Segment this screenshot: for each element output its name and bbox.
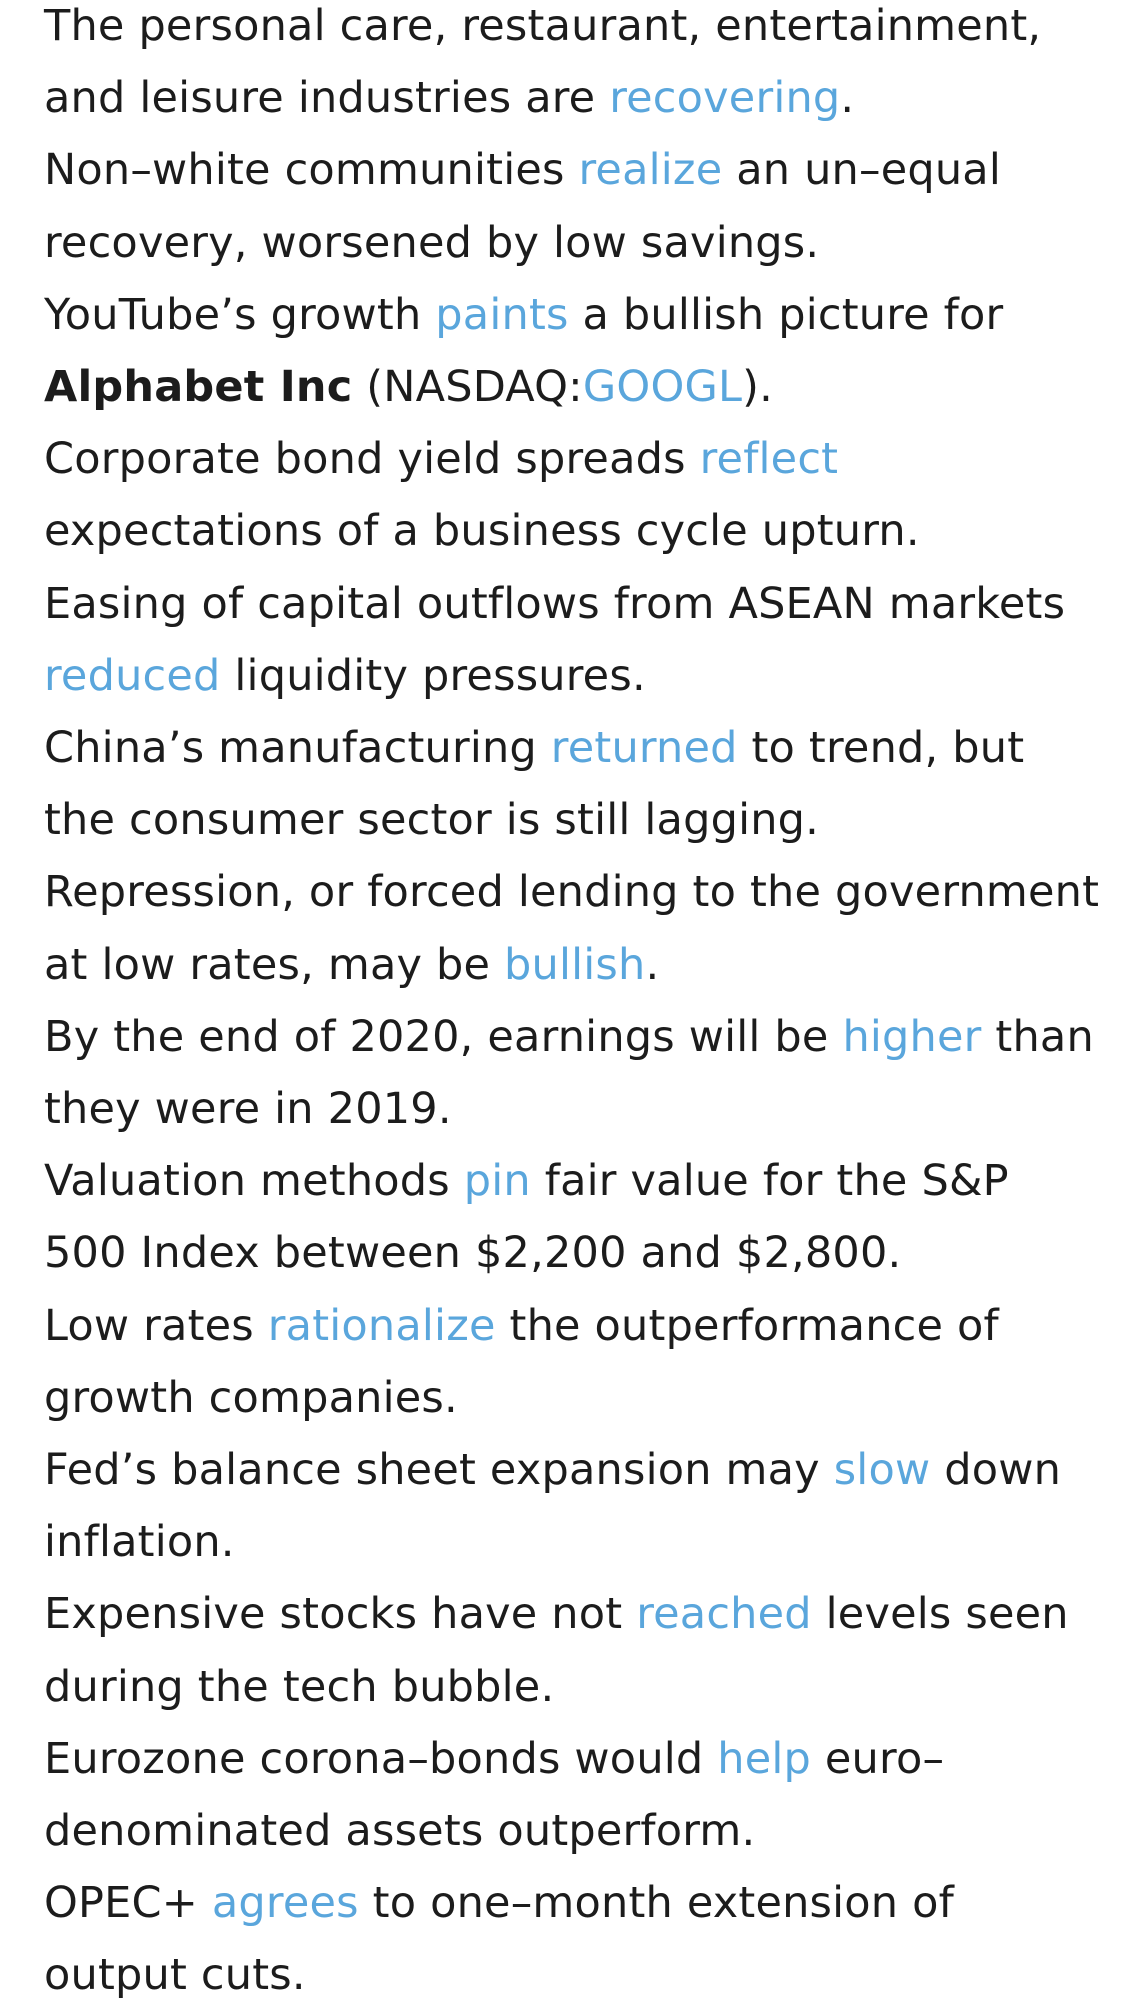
headline-link[interactable]: help — [717, 1733, 812, 1784]
headline-item: Non–white communities realize an un–equa… — [44, 134, 1104, 278]
headline-text-pre: The personal care, restaurant, entertain… — [44, 1, 1042, 124]
headline-text-post: levels seen during the tech bubble. — [44, 1589, 1069, 1712]
headline-text-post: the outperformance of growth companies. — [44, 1300, 999, 1423]
headline-item: OPEC+ agrees to one–month extension of o… — [44, 1867, 1104, 2011]
headline-text-post: down inflation. — [44, 1445, 1062, 1568]
headline-text-post: liquidity pressures. — [220, 650, 646, 701]
headline-text-pre: Low rates — [44, 1300, 268, 1351]
headline-link[interactable]: returned — [550, 723, 738, 774]
headline-text-post: . — [645, 939, 660, 990]
headline-item: YouTube’s growth paints a bullish pictur… — [44, 279, 1104, 423]
headline-text-post: euro–denominated assets outperform. — [44, 1733, 945, 1857]
headline-link[interactable]: pin — [463, 1156, 531, 1207]
headline-item: By the end of 2020, earnings will be hig… — [44, 1001, 1104, 1145]
headline-link[interactable]: higher — [842, 1011, 982, 1062]
ticker-suffix: ). — [742, 362, 774, 413]
ticker-prefix: (NASDAQ: — [352, 362, 583, 413]
headline-text-post: fair value for the S&P 500 Index between… — [44, 1156, 1009, 1279]
headline-link[interactable]: agrees — [211, 1878, 359, 1929]
headline-text-post: a bullish picture for — [568, 289, 1004, 340]
headline-text-pre: Repression, or forced lending to the gov… — [44, 867, 1100, 990]
headline-link[interactable]: bullish — [504, 939, 646, 990]
headline-text-pre: By the end of 2020, earnings will be — [44, 1011, 843, 1062]
headline-text-pre: China’s manufacturing — [44, 723, 551, 774]
headline-link[interactable]: reflect — [699, 434, 839, 485]
headline-text-post: to one–month extension of output cuts. — [44, 1878, 954, 2001]
headline-text-pre: Easing of capital outflows from ASEAN ma… — [44, 578, 1066, 629]
headline-text-pre: Eurozone corona–bonds would — [44, 1733, 718, 1784]
headline-item: The personal care, restaurant, entertain… — [44, 0, 1104, 134]
headline-item: Low rates rationalize the outperformance… — [44, 1290, 1104, 1434]
headline-link[interactable]: paints — [435, 289, 569, 340]
headline-text-post: . — [840, 73, 855, 124]
headline-item: Fed’s balance sheet expansion may slow d… — [44, 1434, 1104, 1578]
headline-text-pre: Valuation methods — [44, 1156, 464, 1207]
ticker-link[interactable]: GOOGL — [582, 362, 743, 413]
headline-text-pre: Non–white communities — [44, 145, 579, 196]
headline-text-pre: Corporate bond yield spreads — [44, 434, 700, 485]
headline-link[interactable]: reduced — [44, 650, 221, 701]
headline-text-post: to trend, but the consumer sector is sti… — [44, 723, 1025, 846]
headline-link[interactable]: reached — [636, 1589, 812, 1640]
headline-item: Expensive stocks have not reached levels… — [44, 1578, 1104, 1722]
headline-item: China’s manufacturing returned to trend,… — [44, 712, 1104, 856]
headline-link[interactable]: realize — [578, 145, 723, 196]
headline-text-pre: Expensive stocks have not — [44, 1589, 637, 1640]
headline-link[interactable]: slow — [833, 1445, 931, 1496]
headline-text-pre: YouTube’s growth — [44, 289, 436, 340]
headline-item: Valuation methods pin fair value for the… — [44, 1145, 1104, 1289]
headline-text-pre: Fed’s balance sheet expansion may — [44, 1445, 834, 1496]
headline-text-pre: OPEC+ — [44, 1878, 212, 1929]
headline-list: The personal care, restaurant, entertain… — [44, 0, 1104, 2012]
headline-item: Corporate bond yield spreads reflect exp… — [44, 423, 1104, 567]
headline-text-post: an un–equal recovery, worsened by low sa… — [44, 145, 1002, 268]
company-name: Alphabet Inc — [44, 362, 353, 413]
headline-item: Eurozone corona–bonds would help euro–de… — [44, 1723, 1104, 1867]
headline-link[interactable]: rationalize — [267, 1300, 496, 1351]
headline-item: Repression, or forced lending to the gov… — [44, 856, 1104, 1000]
headline-link[interactable]: recovering — [609, 73, 841, 124]
headline-text-post: than they were in 2019. — [44, 1011, 1094, 1135]
headline-item: Easing of capital outflows from ASEAN ma… — [44, 568, 1104, 712]
headline-text-post: expectations of a business cycle upturn. — [44, 506, 920, 557]
